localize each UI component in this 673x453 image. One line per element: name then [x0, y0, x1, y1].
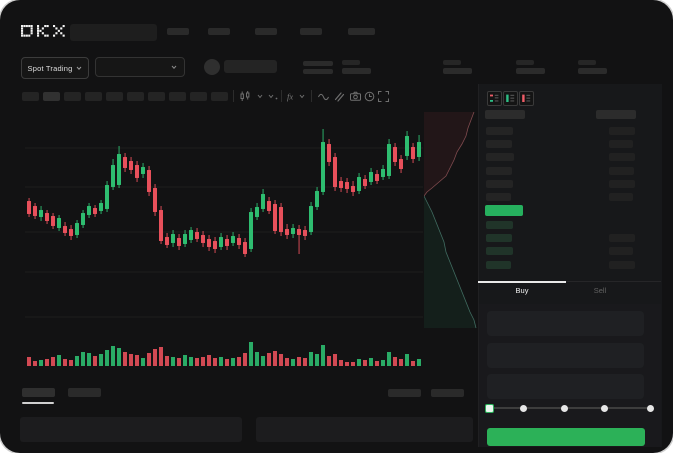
active-tab-indicator — [478, 281, 566, 283]
toolbar-divider — [233, 90, 234, 102]
ask-price-placeholder[interactable] — [486, 179, 513, 188]
last-price-bar[interactable] — [485, 205, 523, 216]
bid-size-placeholder[interactable] — [609, 247, 633, 256]
indicators-icon[interactable]: fx — [286, 90, 299, 103]
ask-price-placeholder[interactable] — [486, 166, 512, 175]
price-line-placeholder — [303, 69, 333, 74]
fullscreen-icon[interactable] — [377, 90, 390, 103]
orderbook-col-header-amount — [596, 110, 636, 119]
measure-tool-icon[interactable] — [333, 90, 346, 103]
bottom-tab[interactable] — [68, 388, 101, 397]
slider-stop[interactable] — [600, 405, 608, 412]
nav-item-placeholder[interactable] — [348, 28, 375, 35]
depth-chart — [424, 111, 477, 329]
timeframe-button-placeholder[interactable] — [148, 92, 165, 101]
slider-stop[interactable] — [519, 405, 527, 412]
chevron-down-icon[interactable] — [298, 90, 306, 103]
stat-label-placeholder — [578, 60, 596, 65]
stat-label-placeholder — [342, 60, 360, 65]
pair-name-placeholder — [224, 60, 277, 73]
toolbar-divider — [311, 90, 312, 102]
svg-text:fx: fx — [287, 92, 293, 102]
timeframe-button-placeholder[interactable] — [43, 92, 60, 101]
ask-price-placeholder[interactable] — [486, 140, 512, 149]
stat-value-placeholder — [443, 68, 472, 74]
ask-price-placeholder[interactable] — [486, 193, 511, 201]
bottom-tab-underline — [22, 402, 54, 404]
tab-buy[interactable]: Buy — [515, 286, 529, 295]
history-clock-icon[interactable] — [363, 90, 376, 103]
candlestick-chart — [25, 129, 423, 318]
nav-item-placeholder[interactable] — [167, 28, 189, 35]
ask-price-placeholder[interactable] — [486, 127, 513, 135]
stat-value-placeholder — [578, 68, 607, 74]
chevron-down-icon[interactable] — [256, 90, 264, 103]
ask-size-placeholder[interactable] — [609, 140, 633, 149]
chart-compare-icon[interactable] — [267, 90, 280, 103]
ask-size-placeholder[interactable] — [609, 127, 635, 135]
timeframe-button-placeholder[interactable] — [106, 92, 123, 101]
market-type-label: Spot Trading — [27, 63, 73, 73]
ask-size-placeholder[interactable] — [609, 193, 633, 201]
volume-bars — [27, 342, 421, 366]
coin-avatar — [204, 59, 220, 75]
bottom-action-placeholder[interactable] — [431, 389, 464, 397]
ask-size-placeholder[interactable] — [609, 153, 635, 162]
stat-label-placeholder — [443, 60, 461, 65]
orderbook-view-bids-icon[interactable] — [503, 91, 518, 106]
nav-item-placeholder[interactable] — [208, 28, 230, 35]
bid-price-placeholder[interactable] — [486, 260, 511, 269]
orderbook-view-combined-icon[interactable] — [487, 91, 502, 106]
stat-value-placeholder — [342, 68, 371, 74]
market-type-selector[interactable]: Spot Trading — [21, 57, 89, 79]
candle-style-icon[interactable] — [239, 90, 252, 103]
search-input[interactable] — [70, 24, 157, 41]
price-line-placeholder — [303, 61, 333, 66]
bid-size-placeholder[interactable] — [609, 260, 635, 269]
toolbar-divider — [281, 90, 282, 102]
timeframe-button-placeholder[interactable] — [22, 92, 39, 101]
timeframe-button-placeholder[interactable] — [85, 92, 102, 101]
bottom-tab-active[interactable] — [22, 388, 55, 397]
amount-slider-track[interactable] — [489, 407, 652, 409]
orderbook-col-header-price — [485, 110, 525, 119]
trade-tabbar: Buy Sell — [478, 281, 661, 305]
okx-logo — [21, 25, 65, 37]
ask-price-placeholder[interactable] — [486, 153, 514, 162]
stat-value-placeholder — [516, 68, 545, 74]
nav-item-placeholder[interactable] — [255, 28, 277, 35]
slider-stop[interactable] — [646, 405, 654, 412]
ask-size-placeholder[interactable] — [609, 166, 634, 175]
buy-submit-button[interactable] — [487, 428, 645, 446]
line-tool-icon[interactable] — [317, 90, 330, 103]
bid-price-placeholder[interactable] — [486, 221, 513, 229]
chevron-down-icon — [77, 66, 82, 70]
pair-selector-dropdown[interactable] — [95, 57, 185, 77]
tab-sell[interactable]: Sell — [593, 286, 607, 295]
orders-panel — [256, 417, 473, 442]
nav-item-placeholder[interactable] — [300, 28, 322, 35]
orderbook-view-asks-icon[interactable] — [519, 91, 534, 106]
chevron-down-icon — [171, 65, 177, 69]
bottom-action-placeholder[interactable] — [388, 389, 421, 397]
bid-price-placeholder[interactable] — [486, 247, 513, 256]
order-form-input[interactable] — [487, 343, 644, 368]
timeframe-button-placeholder[interactable] — [211, 92, 228, 101]
timeframe-button-placeholder[interactable] — [190, 92, 207, 101]
stat-label-placeholder — [516, 60, 534, 65]
timeframe-button-placeholder[interactable] — [169, 92, 186, 101]
timeframe-button-placeholder[interactable] — [64, 92, 81, 101]
bid-price-placeholder[interactable] — [486, 234, 512, 243]
slider-stop[interactable] — [560, 405, 568, 412]
bid-size-placeholder[interactable] — [609, 234, 635, 243]
order-form-input[interactable] — [487, 311, 644, 336]
ask-size-placeholder[interactable] — [609, 179, 635, 188]
order-form-input[interactable] — [487, 374, 644, 399]
slider-handle[interactable] — [484, 404, 494, 413]
orders-panel — [20, 417, 242, 442]
timeframe-button-placeholder[interactable] — [127, 92, 144, 101]
snapshot-camera-icon[interactable] — [349, 90, 362, 103]
